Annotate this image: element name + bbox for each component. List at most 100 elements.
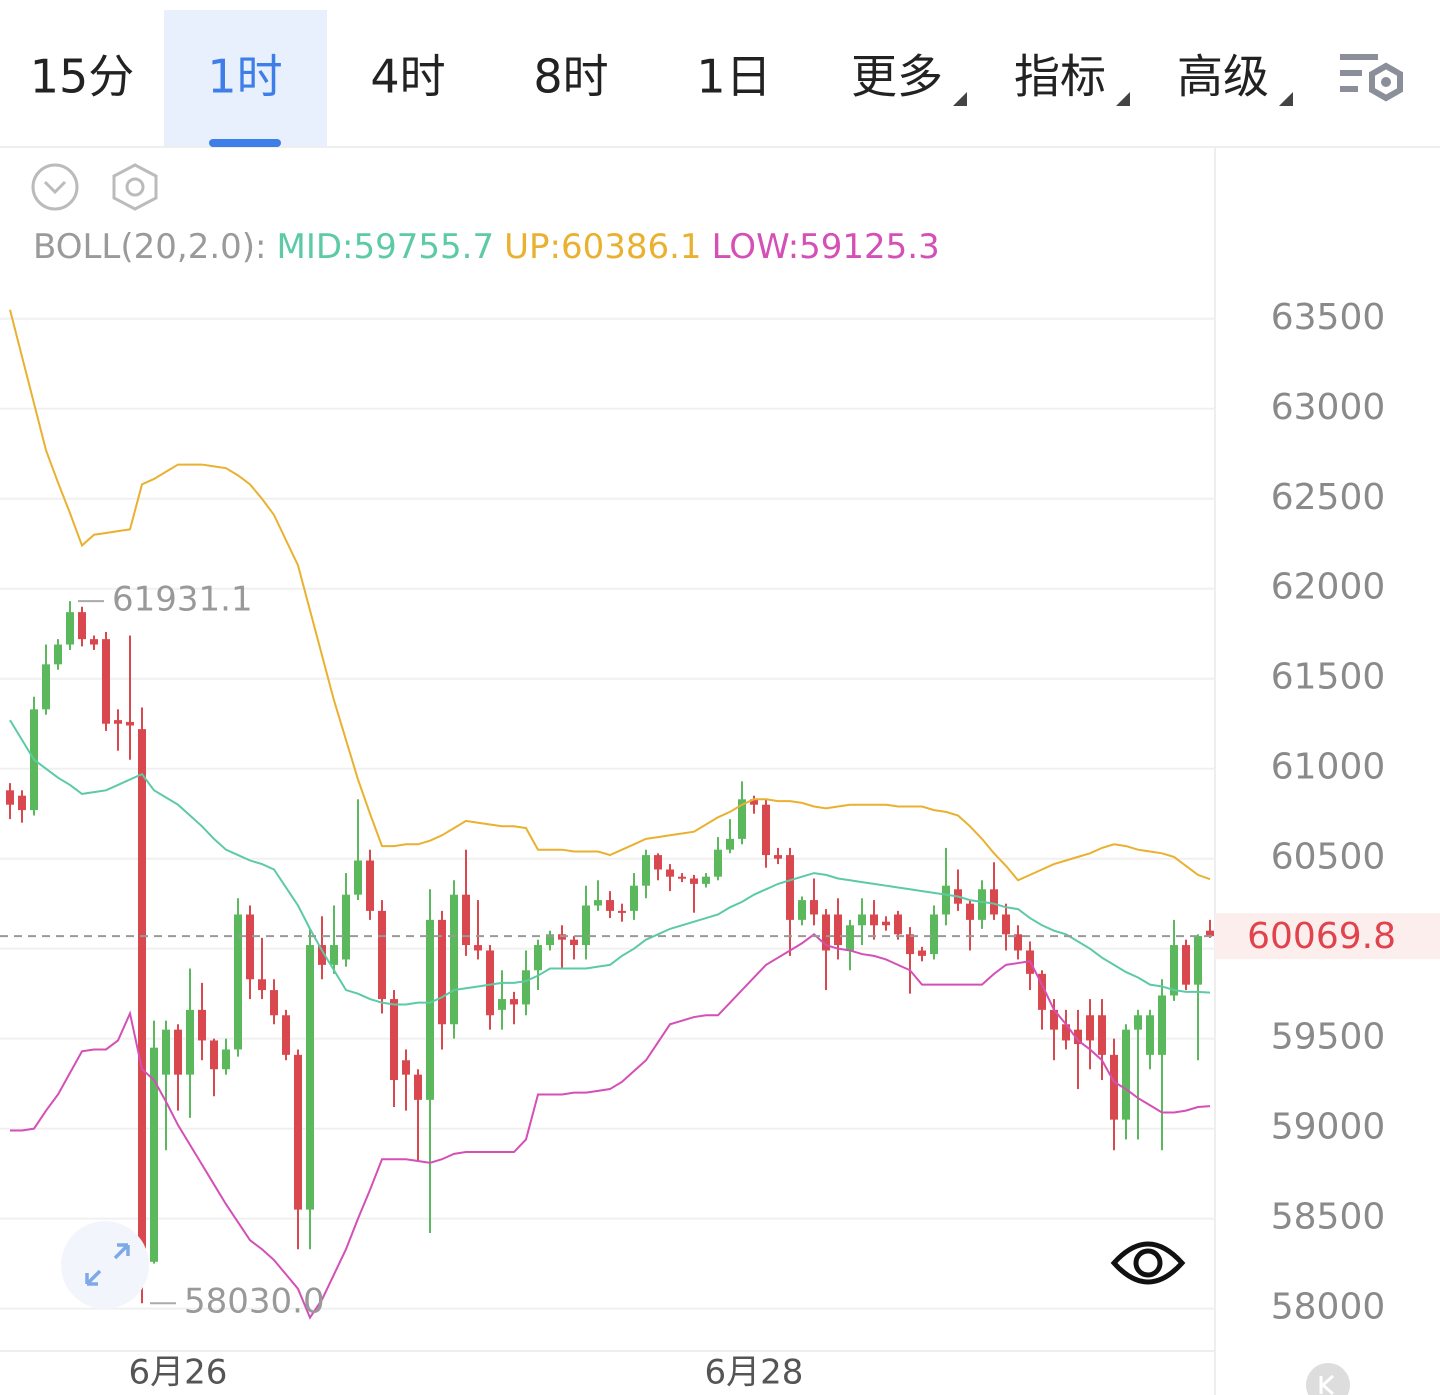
dropdown-arrow — [953, 92, 967, 106]
collapse-icon[interactable] — [31, 163, 79, 211]
candle-body — [570, 939, 578, 946]
candle-body — [1194, 936, 1202, 985]
dropdown-arrow — [1116, 92, 1130, 106]
extreme-label: 61931.1 — [112, 580, 253, 620]
tab-label[interactable]: 更多 — [851, 50, 943, 104]
visibility-icon[interactable] — [1110, 1241, 1186, 1285]
legend-entry: UP:60386.1 — [504, 227, 701, 267]
candle-body — [726, 838, 734, 850]
candle-body — [402, 1060, 410, 1075]
candle-body — [222, 1049, 230, 1070]
y-tick-label: 61500 — [1271, 657, 1386, 698]
candle-body — [582, 905, 590, 946]
candle-body — [1050, 1009, 1058, 1030]
candle-body — [678, 876, 686, 879]
candle-body — [930, 914, 938, 955]
tab-label[interactable]: 15分 — [30, 50, 135, 104]
candle-body — [282, 1015, 290, 1055]
candle-body — [834, 914, 842, 946]
candle-body — [942, 885, 950, 915]
y-tick-label: 59000 — [1271, 1107, 1386, 1148]
candle-body — [354, 860, 362, 895]
kline-badge[interactable] — [1306, 1363, 1350, 1395]
x-tick-label: 6月26 — [129, 1353, 228, 1393]
candle-body — [1134, 1015, 1142, 1030]
tab-label[interactable]: 高级 — [1177, 50, 1269, 104]
candle-body — [1098, 1015, 1106, 1055]
candle-body — [150, 1047, 158, 1262]
candle-body — [1038, 973, 1046, 1010]
candle-body — [846, 925, 854, 951]
legend-entry: LOW:59125.3 — [712, 227, 940, 267]
candle-body — [618, 910, 626, 913]
bollinger-line — [10, 932, 1211, 1320]
candle-body — [42, 664, 50, 710]
candle-body — [822, 914, 830, 951]
candle-body — [174, 1029, 182, 1075]
candle-body — [1014, 934, 1022, 951]
y-tick-label: 62500 — [1271, 477, 1386, 518]
candle-body — [1110, 1054, 1118, 1120]
candle-body — [882, 921, 890, 926]
plot-area — [6, 309, 1214, 1320]
y-tick-label: 63500 — [1271, 297, 1386, 338]
candle-body — [690, 878, 698, 884]
candle-body — [6, 790, 14, 805]
candle-body — [450, 894, 458, 1025]
candle-body — [630, 885, 638, 911]
active-tab-indicator — [209, 139, 281, 147]
indicator-settings-icon[interactable] — [112, 163, 158, 211]
candle-body — [666, 869, 674, 877]
candle-body — [126, 721, 134, 726]
candle-body — [642, 855, 650, 886]
tab-label[interactable]: 指标 — [1014, 50, 1106, 104]
candle-body — [594, 900, 602, 906]
candle-body — [990, 889, 998, 915]
candle-body — [858, 914, 866, 926]
candle-body — [102, 639, 110, 724]
x-tick-label: 6月28 — [705, 1353, 804, 1393]
extreme-label: 58030.0 — [184, 1282, 325, 1322]
tab-label[interactable]: 8时 — [533, 50, 608, 104]
candle-body — [54, 644, 62, 665]
chart: 5800058500590005950060000605006100061500… — [0, 297, 1440, 1393]
candle-body — [390, 999, 398, 1081]
last-price-label: 60069.8 — [1247, 916, 1396, 957]
tab-label[interactable]: 1时 — [207, 50, 282, 104]
candle-body — [702, 876, 710, 884]
candle-body — [414, 1074, 422, 1100]
candle-body — [1062, 1024, 1070, 1041]
y-tick-label: 58500 — [1271, 1197, 1386, 1238]
y-tick-label: 61000 — [1271, 747, 1386, 788]
candle-body — [546, 934, 554, 946]
settings-icon[interactable] — [1340, 54, 1403, 102]
y-tick-label: 63000 — [1271, 387, 1386, 428]
candle-body — [654, 855, 662, 870]
candle-body — [1074, 1029, 1082, 1045]
candle-body — [234, 914, 242, 1050]
y-tick-label: 62000 — [1271, 567, 1386, 608]
candle-body — [1086, 1015, 1094, 1041]
candle-body — [18, 795, 26, 811]
tab-bar: 15分 1时 4时 8时 1日 更多 指标 高级 — [30, 10, 1293, 147]
candle-body — [486, 950, 494, 1016]
expand-button[interactable] — [61, 1221, 149, 1309]
candle-body — [738, 799, 746, 839]
candle-body — [198, 1009, 206, 1041]
indicator-legend: BOLL(20,2.0): MID:59755.7 UP:60386.1 LOW:59… — [33, 227, 940, 267]
candle-body — [342, 894, 350, 960]
candle-body — [750, 799, 758, 805]
indicator-name: BOLL(20,2.0): — [33, 227, 267, 267]
last-price-bg — [1215, 913, 1440, 960]
candle-body — [966, 903, 974, 920]
tab-label[interactable]: 4时 — [370, 50, 445, 104]
tab-label[interactable]: 1日 — [696, 50, 771, 104]
candle-body — [438, 919, 446, 1025]
candle-body — [378, 910, 386, 1000]
candle-body — [474, 945, 482, 951]
candle-body — [606, 900, 614, 911]
y-tick-label: 60500 — [1271, 837, 1386, 878]
candle-body — [762, 804, 770, 856]
